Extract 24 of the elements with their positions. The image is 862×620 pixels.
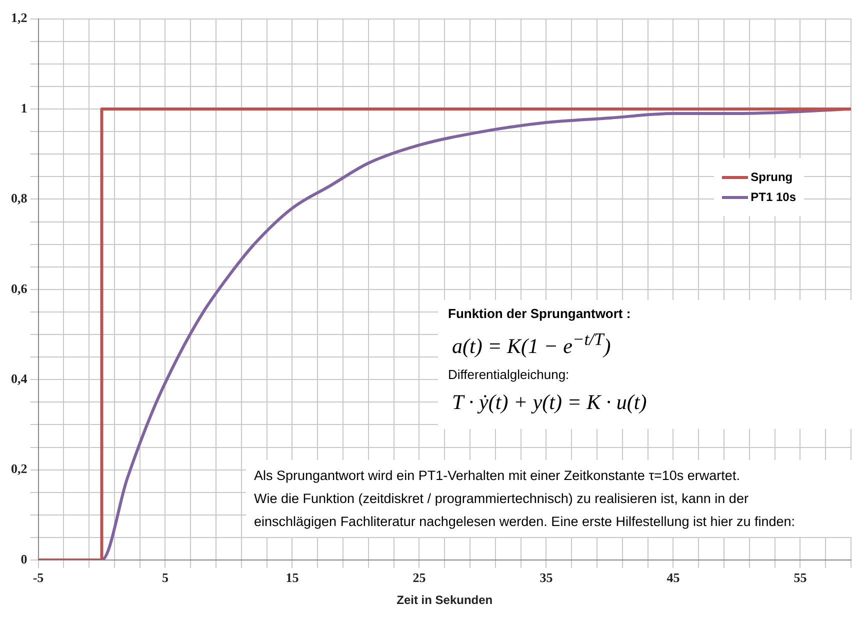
annotation: Wie die Funktion (zeitdiskret / programmiertechnisch) zu realisieren ist, kann in der (254, 490, 750, 508)
x-tick-label: 15 (286, 570, 300, 586)
legend-label: Sprung (750, 170, 793, 184)
annotation: Differentialgleichung: (448, 367, 570, 382)
annotation: einschlägigen Fachliteratur nachgelesen werden. Eine erste Hilfestellung ist hier zu finden: (254, 513, 796, 531)
x-tick-label: 5 (162, 570, 169, 586)
x-tick-label: 55 (794, 570, 808, 586)
annotation: Als Sprungantwort wird ein PT1-Verhalten mit einer Zeitkonstante τ=10s erwartet. (254, 467, 741, 485)
x-tick-label: 35 (540, 570, 554, 586)
y-tick-label: 0 (20, 551, 28, 566)
y-tick-label: 0,6 (11, 280, 28, 296)
y-tick-label: 1 (20, 100, 28, 116)
y-tick-label: 0,2 (11, 461, 28, 476)
annotation: Funktion der Sprungantwort : (448, 306, 632, 321)
x-tick-label: -5 (32, 570, 44, 586)
x-tick-label: 25 (412, 570, 426, 586)
annotation: a(t) = K(1 − e$^{−t/T}$) (452, 329, 612, 359)
legend-label: PT1 10s (750, 190, 796, 204)
y-tick-label: 1,2 (11, 10, 28, 26)
annotation: T · ẏ(t) + y(t) = K · u(t) (452, 390, 648, 415)
x-tick-label: 45 (666, 570, 680, 586)
y-tick-label: 0,4 (11, 370, 28, 386)
x-axis-title: Zeit in Sekunden (396, 593, 493, 608)
y-tick-label: 0,8 (11, 190, 28, 206)
